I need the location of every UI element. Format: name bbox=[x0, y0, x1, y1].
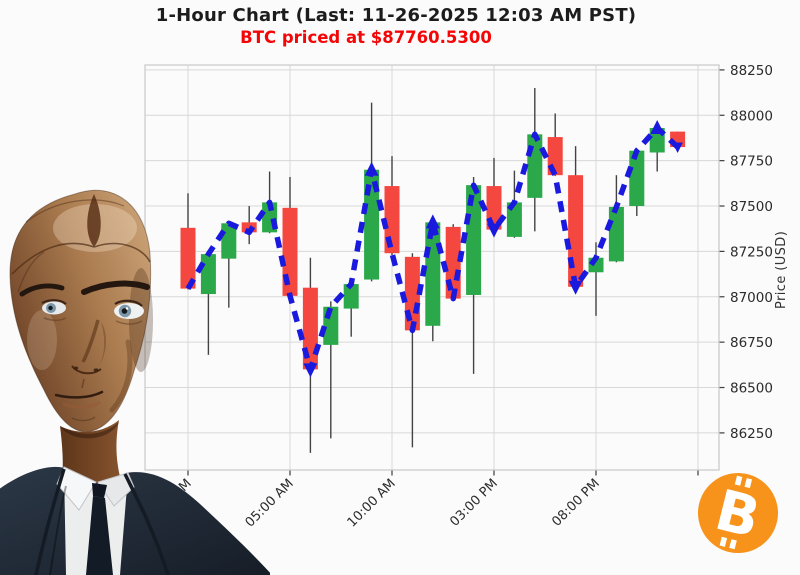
trend-arrow bbox=[425, 214, 440, 229]
bitcoin-circle bbox=[698, 473, 778, 553]
y-tick-label: 86250 bbox=[730, 426, 773, 442]
trend-arrow bbox=[650, 119, 665, 134]
candle-body bbox=[568, 175, 584, 287]
trend-arrow bbox=[487, 223, 501, 238]
mouth bbox=[54, 390, 104, 399]
nose-bridge bbox=[81, 319, 100, 363]
right-eye bbox=[114, 299, 144, 319]
close-price-line bbox=[185, 125, 680, 373]
candle-body bbox=[608, 206, 624, 262]
y-tick-label: 87250 bbox=[730, 244, 773, 260]
nose bbox=[71, 365, 102, 375]
y-tick-label: 88000 bbox=[730, 108, 773, 124]
candle-body bbox=[466, 185, 482, 295]
x-tick-label: 03:00 PM bbox=[447, 476, 500, 529]
y-tick-label: 87000 bbox=[730, 290, 773, 306]
candle-body bbox=[364, 169, 380, 280]
robot-suit bbox=[0, 466, 270, 575]
robot-portrait-image bbox=[0, 189, 270, 575]
trend-arrow bbox=[303, 363, 318, 378]
skull-seam bbox=[87, 194, 101, 247]
trend-arrow bbox=[568, 280, 583, 295]
trend-arrow bbox=[672, 142, 683, 154]
y-tick-label: 88250 bbox=[730, 63, 773, 79]
y-tick-label: 86750 bbox=[730, 335, 773, 351]
y-tick-label: 87750 bbox=[730, 154, 773, 170]
x-tick-label: 08:00 PM bbox=[549, 476, 602, 529]
candle-body bbox=[629, 150, 645, 207]
candle-body bbox=[180, 227, 196, 289]
tie-knot bbox=[92, 483, 107, 498]
y-tick-label: 87500 bbox=[730, 199, 773, 215]
lapel-right bbox=[123, 473, 170, 575]
y-axis-label: Price (USD) bbox=[774, 230, 789, 310]
chart-title: 1-Hour Chart (Last: 11-26-2025 12:03 AM … bbox=[155, 5, 637, 26]
candle-body bbox=[527, 134, 543, 198]
candle-body bbox=[506, 202, 522, 237]
candle-body bbox=[343, 284, 359, 309]
tie bbox=[86, 496, 113, 575]
candle-body bbox=[384, 186, 400, 254]
x-tick-label: 10:00 AM bbox=[345, 476, 399, 530]
lapel-left bbox=[34, 468, 66, 575]
candle-body bbox=[241, 222, 257, 233]
left-eye bbox=[41, 299, 67, 315]
price-subtitle: BTC priced at $87760.5300 bbox=[240, 28, 492, 47]
robot-head bbox=[9, 189, 153, 433]
y-tick-label: 86500 bbox=[730, 381, 773, 397]
collar-left bbox=[56, 466, 97, 511]
bitcoin-logo: B bbox=[698, 473, 778, 553]
left-eyebrow bbox=[19, 283, 65, 297]
collar-right bbox=[97, 472, 135, 507]
candle-body bbox=[282, 207, 298, 296]
trend-arrow bbox=[364, 161, 379, 176]
right-eyebrow bbox=[81, 280, 150, 295]
